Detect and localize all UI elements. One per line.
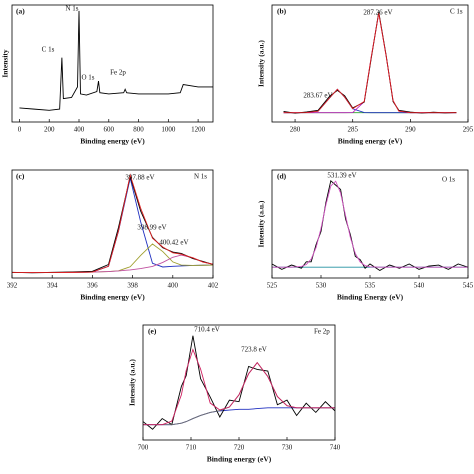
y-axis-label: Intensity (a.u.): [257, 40, 266, 87]
annotation: O 1s: [81, 74, 94, 82]
x-tick-label: 396: [87, 282, 98, 290]
x-axis-label: Binding energy (eV): [207, 455, 272, 464]
annotation: C 1s: [42, 46, 55, 54]
spectrum-line: [12, 177, 213, 274]
annotation: 400.42 eV: [159, 239, 188, 247]
plot-area: [272, 179, 468, 271]
x-tick-label: 530: [316, 282, 327, 290]
spectrum-line: [143, 335, 335, 430]
spectrum-line: [12, 173, 213, 274]
axes-frame: [11, 4, 214, 123]
x-tick-label: 394: [47, 282, 58, 290]
spectrum-line: [12, 174, 213, 274]
x-tick-label: 398: [127, 282, 138, 290]
x-tick-label: 800: [133, 126, 144, 134]
panel-label: (a): [16, 7, 25, 16]
panel: 392 394 396 398 400 402 Binding energy (eV) (c)…: [7, 169, 219, 302]
annotation: Fe 2p: [314, 328, 330, 336]
annotation: N 1s: [194, 173, 207, 181]
x-tick-label: 285: [347, 126, 358, 134]
x-tick-label: 710: [186, 444, 197, 452]
axes-frame: [271, 169, 469, 279]
annotation: Fe 2p: [110, 69, 126, 77]
spectrum-line: [143, 348, 335, 426]
y-axis-label: Intensity (a.u.): [257, 200, 266, 247]
x-tick-label: 400: [168, 282, 179, 290]
x-tick-label: 280: [290, 126, 301, 134]
panel: 280 285 290 295 Binding energy (eV) Intensity…: [257, 4, 474, 146]
x-tick-label: 700: [138, 444, 149, 452]
annotation: 287.26 eV: [363, 9, 392, 17]
x-tick-label: 535: [365, 282, 376, 290]
panel-label: (e): [148, 327, 157, 336]
annotation: 531.39 eV: [327, 172, 356, 180]
x-tick-label: 400: [74, 126, 85, 134]
spectrum-line: [19, 10, 213, 111]
x-tick-label: 402: [208, 282, 219, 290]
x-axis-label: Binding Energy (eV): [337, 293, 404, 302]
annotation: O 1s: [442, 176, 455, 184]
panel: 525 530 535 540 545 Binding Energy (eV) Intens…: [257, 169, 474, 302]
panel-label: (c): [16, 172, 25, 181]
x-tick-label: 600: [104, 126, 115, 134]
x-tick-label: 740: [330, 444, 341, 452]
x-tick-label: 730: [282, 444, 293, 452]
x-axis-label: Binding energy (eV): [338, 137, 403, 146]
x-tick-label: 0: [18, 126, 22, 134]
x-axis-label: Binding energy (eV): [80, 137, 145, 146]
x-tick-label: 295: [463, 126, 474, 134]
y-axis-label: Intensity: [1, 49, 10, 78]
x-tick-label: 1200: [191, 126, 206, 134]
spectrum-line: [12, 254, 213, 274]
panel: 0 200 400 600 800 1000 1200 Binding energy (eV)…: [1, 4, 214, 146]
annotation: C 1s: [450, 8, 463, 16]
x-tick-label: 200: [44, 126, 55, 134]
annotation: 723.8 eV: [241, 346, 267, 354]
x-tick-label: 545: [463, 282, 474, 290]
panel: 700 710 720 730 740 Binding energy (eV) Intens…: [128, 324, 341, 464]
annotation: 398.99 eV: [137, 224, 166, 232]
x-tick-label: 392: [7, 282, 18, 290]
axes-frame: [142, 324, 336, 441]
axes-frame: [11, 169, 214, 279]
x-tick-label: 540: [414, 282, 425, 290]
spectrum-line: [283, 13, 457, 114]
x-axis-label: Binding energy (eV): [80, 293, 145, 302]
panel-label: (d): [277, 172, 287, 181]
axes-frame: [271, 4, 469, 123]
annotation: N 1s: [65, 5, 78, 13]
x-tick-label: 720: [234, 444, 245, 452]
annotation: 710.4 eV: [194, 326, 220, 334]
annotation: 283.67 eV: [303, 92, 332, 100]
x-tick-label: 290: [405, 126, 416, 134]
panel-label: (b): [277, 7, 287, 16]
plot-area: [12, 173, 213, 274]
annotation: 397.88 eV: [125, 174, 154, 182]
spectrum-line: [272, 179, 468, 271]
plot-area: [283, 11, 457, 114]
spectrum-line: [143, 407, 335, 426]
x-tick-label: 1000: [161, 126, 176, 134]
plot-area: [19, 10, 213, 111]
y-axis-label: Intensity (a.u.): [128, 359, 137, 406]
spectrum-line: [272, 180, 468, 268]
x-tick-label: 525: [267, 282, 278, 290]
spectrum-line: [143, 361, 335, 426]
plot-area: [143, 335, 335, 430]
